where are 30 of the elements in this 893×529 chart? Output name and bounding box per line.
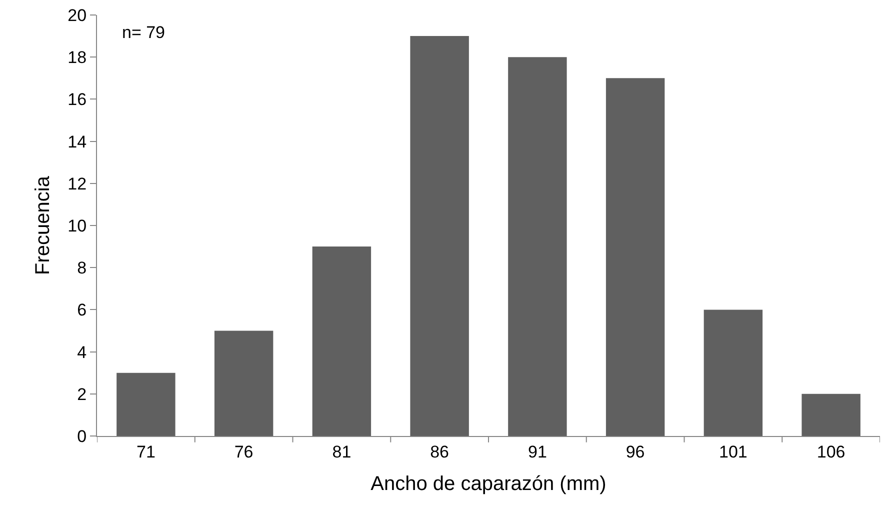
x-tick-label: 71	[136, 442, 156, 462]
y-tick-label: 2	[77, 384, 87, 404]
x-axis-title: Ancho de caparazón (mm)	[370, 472, 606, 495]
y-axis-title: Frecuencia	[32, 175, 54, 275]
bar	[508, 57, 567, 436]
y-tick-label: 18	[68, 48, 87, 68]
x-tick-label: 86	[430, 442, 450, 462]
y-tick-label: 0	[77, 426, 87, 446]
bar	[214, 330, 274, 436]
y-tick-label: 8	[77, 258, 87, 278]
annotation: n= 79	[122, 23, 166, 42]
bar	[704, 310, 763, 436]
x-tick-label: 96	[626, 442, 645, 462]
x-tick-label: 81	[332, 442, 352, 462]
y-tick-label: 20	[68, 6, 87, 25]
bar	[116, 372, 176, 436]
bar	[410, 36, 469, 436]
bar	[802, 394, 860, 436]
y-tick-label: 12	[68, 174, 87, 194]
bar	[312, 246, 372, 436]
y-tick-label: 6	[77, 300, 87, 320]
y-tick-label: 4	[77, 342, 87, 362]
x-tick-label: 101	[719, 442, 748, 462]
y-tick-label: 10	[68, 216, 87, 236]
y-tick-label: 14	[68, 132, 87, 152]
bar	[606, 78, 665, 436]
x-tick-label: 91	[528, 442, 547, 462]
x-tick-label: 76	[234, 442, 254, 462]
x-tick-label: 106	[816, 442, 846, 462]
y-tick-label: 16	[68, 90, 87, 110]
